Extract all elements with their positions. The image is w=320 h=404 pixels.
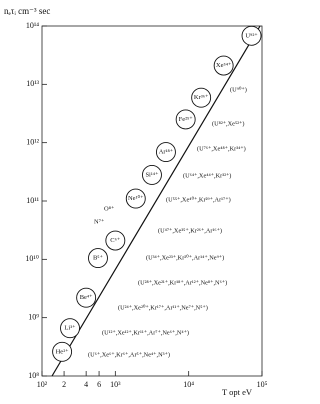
ion-marker [241,25,262,46]
y-axis-title: nₑτᵢ cm⁻³ sec [4,6,50,16]
ion-marker [175,109,196,130]
x-tick-label: 4 [84,380,88,389]
annotation: (U⁴⁷⁺,Xe³⁵⁺,Kr²⁶⁺,Ar¹⁶⁺) [158,227,222,234]
x-tick-label: 10⁵ [257,380,268,389]
ion-marker [155,142,176,163]
ion-marker [213,55,234,76]
y-tick-label: 10¹⁴ [26,21,39,30]
x-tick-label: 10³ [110,380,121,389]
ion-marker [191,87,212,108]
annotation: (U⁶⁺,Xe⁶⁺,Kr⁶⁺,Ar⁵⁺,Ne⁴⁺,N³⁺) [88,351,170,358]
chart: nₑτᵢ cm⁻³ sec T opt eV 10⁸ 10⁹ 10¹⁰ 10¹¹ 10¹… [4,6,268,397]
x-tick-label: 10⁴ [183,380,194,389]
annotation: (U²⁴⁺,Xe²⁰⁺,Kr¹⁷⁺,Ar¹¹⁺,Ne⁷⁺,N⁵⁺) [118,304,208,311]
y-tick-label: 10⁹ [28,312,39,321]
y-tick-label: 10⁸ [28,371,39,380]
ion-label: Ne¹⁰⁺ [128,194,144,202]
ion-marker [125,188,146,209]
x-axis-title: T opt eV [222,387,253,397]
ion-label: Kr³⁶⁺ [194,94,209,101]
ion-marker [52,341,73,362]
ion-label: U⁹²⁺ [245,32,258,39]
y-tick-label: 10¹⁰ [25,254,39,263]
ion-label: Be⁴⁺ [80,294,93,301]
trend-line [51,25,261,377]
annotation: (U²⁸⁺,Xe²¹⁺,Kr¹⁸⁺,Ar¹²⁺,Ne⁸⁺,N⁶⁺) [138,279,227,286]
annotation: (U³⁴⁺,Xe²³⁺,Kr²⁰⁺,Ar¹⁴⁺,Ne⁹⁺) [146,254,224,261]
annotation: (U⁵⁵⁺,Xe⁴⁰⁺,Kr²⁹⁺,Ar¹⁷⁺) [166,196,231,203]
ion-marker [76,287,97,308]
annotation: O⁸⁺ [104,205,115,212]
ion-label: B⁵⁺ [93,255,104,262]
ion-marker [60,318,80,339]
ion-label: Fe²⁵⁺ [179,116,194,123]
x-tick-label: 10² [37,380,48,389]
y-tick-label: 10¹¹ [26,196,39,205]
annotation: N⁷⁺ [94,218,105,225]
ion-marker [142,164,162,185]
ion-label: Xe⁵⁴⁺ [216,62,232,69]
y-tick-label: 10¹³ [26,79,39,88]
annotation: (U¹²⁺,Xe¹²⁺,Kr¹¹⁺,Ar⁷⁺,Ne⁶⁺,N⁴⁺) [102,329,189,336]
ion-label: Si¹⁴⁺ [145,171,159,178]
ion-marker [88,248,108,269]
ion-label: He²⁺ [56,348,70,355]
ion-label: C⁶⁺ [110,237,121,244]
x-tick-label: 2 [62,380,66,389]
ion-label: Ar¹⁸⁺ [159,149,174,156]
annotation: (U⁷⁶⁺,Xe⁴⁸⁺,Kr³⁴⁺) [197,145,246,152]
ion-label: Li³⁺ [64,325,76,332]
annotation: (U⁶⁴⁺,Xe⁴⁴⁺,Kr³²⁺) [183,172,231,179]
x-tick-label: 6 [97,380,101,389]
annotation: (U⁹⁰⁺) [230,86,247,93]
annotation: (U⁸²⁺,Xe⁵²⁺) [212,120,244,127]
ion-marker [105,230,126,251]
y-tick-label: 10¹² [26,137,39,146]
